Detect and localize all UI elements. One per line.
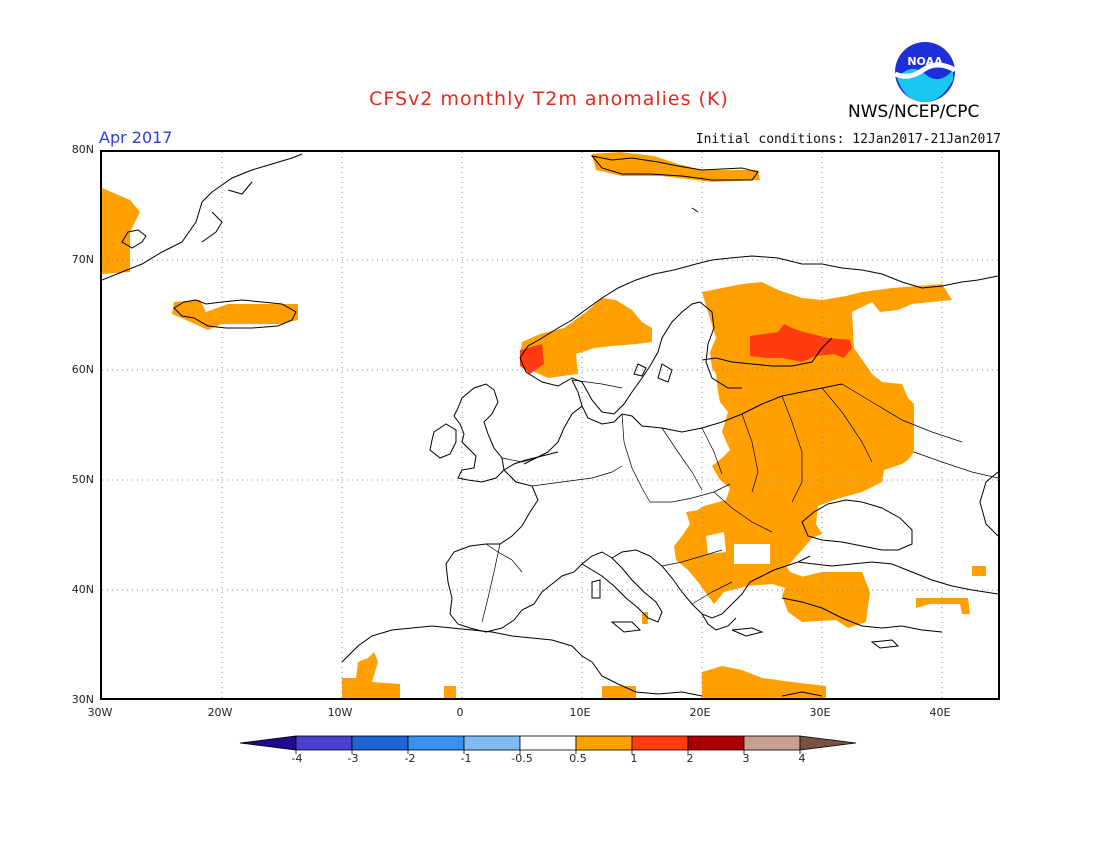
colorbar-segment: [687, 735, 745, 751]
lon-label: 10E: [569, 706, 591, 719]
colorbar-segment: [351, 735, 409, 751]
lat-label: 30N: [71, 693, 94, 706]
lon-label: 30W: [87, 706, 113, 719]
colorbar-label: -4: [291, 752, 303, 765]
initial-conditions: Initial conditions: 12Jan2017-21Jan2017: [695, 132, 1001, 147]
anomaly-iceland: [172, 300, 298, 330]
lon-label: 20W: [207, 706, 233, 719]
anomaly-fill: [102, 152, 986, 698]
lat-label: 40N: [71, 583, 94, 596]
colorbar-segment: [799, 735, 857, 751]
colorbar-segment: [631, 735, 689, 751]
colorbar-label: -2: [404, 752, 416, 765]
lon-label: 30E: [809, 706, 831, 719]
colorbar-label: 0.5: [569, 752, 587, 765]
colorbar-segment: [575, 735, 633, 751]
lat-label: 50N: [71, 473, 94, 486]
chart-title: CFSv2 monthly T2m anomalies (K): [369, 88, 729, 110]
colorbar-label: 4: [798, 752, 806, 765]
anomaly-norway-west: [520, 298, 652, 378]
lat-label: 60N: [71, 363, 94, 376]
lat-label: 80N: [71, 143, 94, 156]
colorbar-segment: [519, 735, 577, 751]
lon-label: 0: [456, 706, 464, 719]
colorbar-label: -0.5: [511, 752, 533, 765]
anomaly-finland-russia: [690, 282, 952, 582]
map-canvas: [101, 152, 999, 698]
country-borders: [481, 379, 999, 623]
anomaly-north-africa: [342, 652, 400, 698]
colorbar-label: 3: [742, 752, 750, 765]
colorbar: [239, 735, 857, 754]
lat-label: 70N: [71, 253, 94, 266]
colorbar-segment: [239, 735, 297, 751]
anomaly-svalbard: [592, 152, 760, 182]
noaa-logo-icon: NOAA: [894, 42, 957, 102]
anomaly-finland-core: [750, 324, 852, 362]
lon-label: 20E: [689, 706, 711, 719]
coastlines: [101, 153, 999, 697]
colorbar-label: -3: [347, 752, 359, 765]
colorbar-segment: [295, 735, 353, 751]
lon-label: 10W: [327, 706, 353, 719]
colorbar-segment: [463, 735, 521, 751]
colorbar-label: 2: [686, 752, 694, 765]
colorbar-segment: [407, 735, 465, 751]
colorbar-label: -1: [460, 752, 472, 765]
graticule: [102, 152, 998, 698]
lon-label: 40E: [929, 706, 951, 719]
anomaly-turkey: [782, 572, 870, 628]
svg-text:NOAA: NOAA: [907, 55, 943, 68]
forecast-month: Apr 2017: [99, 128, 173, 147]
agency-label: NWS/NCEP/CPC: [848, 102, 980, 122]
map-frame: [100, 150, 1000, 700]
anomaly-greenland-east: [102, 188, 140, 274]
colorbar-segment: [743, 735, 801, 751]
colorbar-label: 1: [630, 752, 638, 765]
anomaly-norway-core: [520, 344, 544, 374]
